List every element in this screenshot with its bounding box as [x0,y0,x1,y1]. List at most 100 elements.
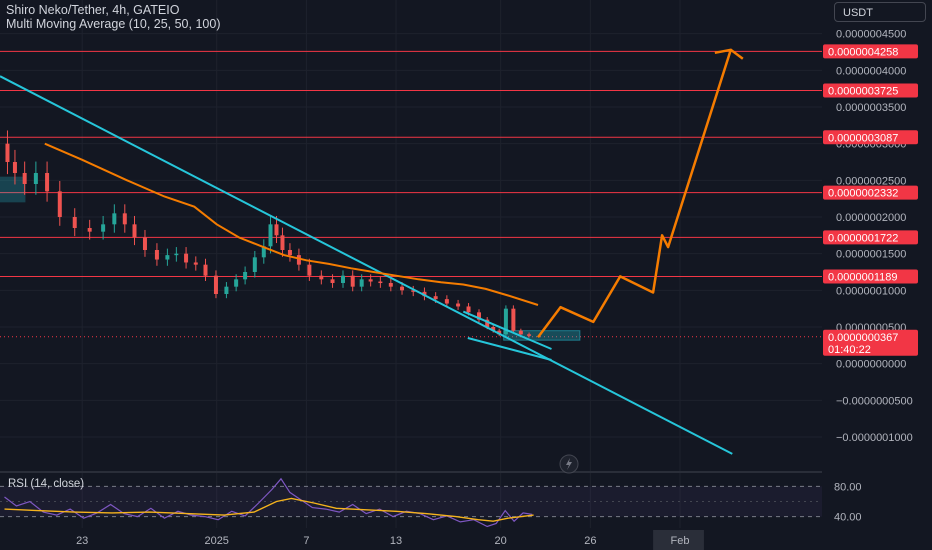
candle-body [12,162,17,173]
price-level-label: 0.0000004258 [828,46,898,58]
price-tick-label: 0.0000001000 [836,285,906,297]
price-tick-label: 0.0000001500 [836,249,906,261]
candle-body [184,253,189,263]
candle-body [466,306,471,313]
candle-body [485,319,490,327]
candle-body [142,237,147,250]
time-tick-label: 23 [76,535,88,547]
overlays [0,48,744,474]
candle-body [359,279,364,287]
candle-body [456,303,461,307]
candle-body [340,275,345,283]
candle-body [252,257,257,272]
price-level-tag [823,230,918,245]
time-tick-label: 20 [495,535,507,547]
candle-body [174,253,179,256]
main-grid [0,0,932,528]
candle-body [280,235,285,250]
candle-body [319,275,324,280]
resistance-levels [0,50,822,338]
price-level-label: 0.0000003087 [828,132,898,144]
candle-body [101,224,106,232]
currency-button[interactable]: USDT [834,2,926,22]
time-tick-label: 7 [303,535,309,547]
candle-body [378,281,383,284]
candle-body [368,279,373,282]
candle-body [350,275,355,287]
candle-body [112,213,117,225]
candle-body [400,286,405,291]
price-level-tag [823,83,918,98]
time-tick-label: 2025 [204,535,228,547]
trend-line [462,310,552,350]
price-level-tag [823,130,918,145]
trend-line [0,75,733,455]
candle-body [388,283,393,287]
rsi-signal-line [4,497,534,522]
price-tick-label: 0.0000002500 [836,175,906,187]
price-tick-label: 0.0000002000 [836,212,906,224]
candle-body [224,286,229,294]
price-tick-label: 0.0000004500 [836,29,906,41]
time-axis-bg [0,530,932,550]
candle-body [497,330,502,335]
highlight-box [0,176,26,203]
symbol-title: Shiro Neko/Tether, 4h, GATEIO [6,3,180,17]
time-axis-highlight [653,530,704,550]
candle-body [296,255,301,265]
rsi-tick-label: 80.00 [834,481,862,493]
candle-body [261,246,266,258]
current-price-tag [823,329,918,356]
price-level-label: 0.0000001722 [828,232,898,244]
candle-body [203,264,208,276]
rsi-tick-label: 40.00 [834,512,862,524]
candle-body [45,173,50,192]
candle-body [307,264,312,276]
projection-arrowhead [714,48,744,60]
price-tick-label: 0.0000000000 [836,359,906,371]
lightning-glyph [566,458,572,470]
price-level-tag [823,185,918,200]
price-tick-label: 0.0000004000 [836,65,906,77]
price-level-label: 0.0000003725 [828,86,898,98]
indicator-title: Multi Moving Average (10, 25, 50, 100) [6,17,221,31]
candle-body [165,255,170,260]
candle-body [57,191,62,217]
time-axis[interactable]: 23 2025 7 13 20 26 Feb [0,530,932,550]
candle-body [287,250,292,256]
price-level-label: 0.0000002332 [828,188,898,200]
projection-path [536,49,732,339]
candle-body [213,275,218,294]
candle-body [22,173,27,184]
candle-body [122,213,127,225]
candle-body [511,308,516,331]
candle-body [444,299,449,304]
candle-body [33,173,38,184]
time-tick-label: 26 [584,535,596,547]
countdown-label: 01:40:22 [828,344,871,356]
price-candles [0,130,581,341]
candle-body [193,262,198,265]
rsi-pane [4,477,534,528]
price-level-tag [823,44,918,59]
candle-body [411,290,416,292]
candle-body [132,224,137,238]
price-tick-label: −0.0000001000 [836,432,913,444]
current-price-label: 0.0000000367 [828,332,898,344]
candle-body [274,224,279,236]
time-tick-label: Feb [671,535,690,547]
candle-body [72,217,77,228]
price-axis[interactable]: 0.0000004500 0.0000004000 0.0000003500 0.00… [822,0,932,550]
candle-body [243,272,248,280]
candle-body [433,296,438,300]
candle-body [527,334,532,336]
candle-body [5,143,10,162]
candle-body [477,312,482,320]
price-tick-label: 0.0000003500 [836,102,906,114]
price-level-label: 0.0000001189 [828,271,898,283]
time-tick-label: 13 [390,535,402,547]
candle-body [518,330,523,335]
candle-body [234,279,239,287]
candle-body [330,279,335,283]
